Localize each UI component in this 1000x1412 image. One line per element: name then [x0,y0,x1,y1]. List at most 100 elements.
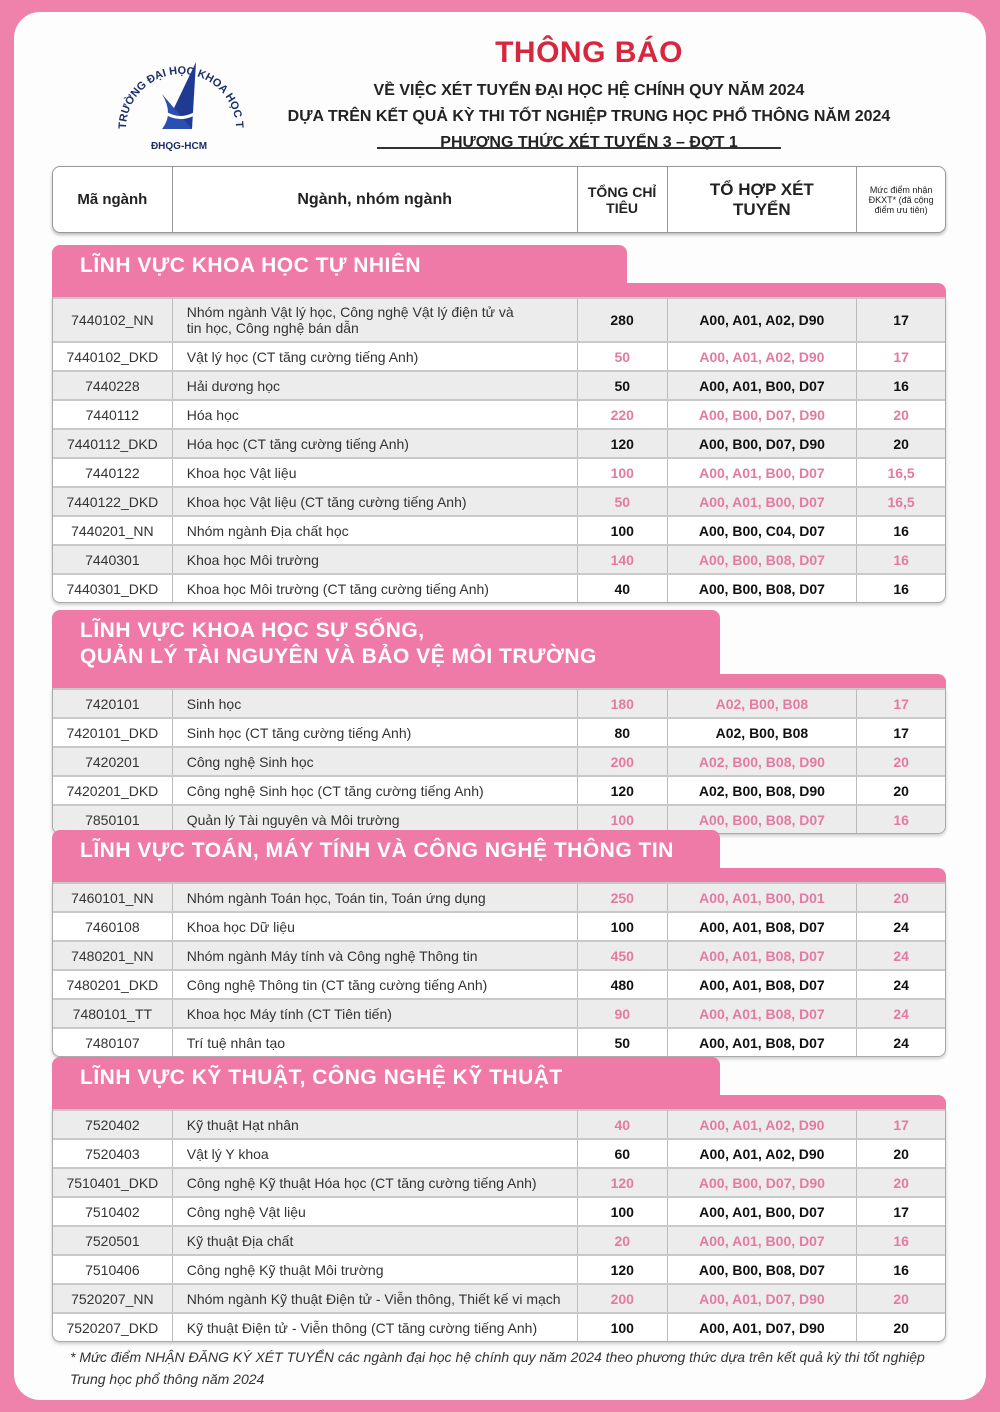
major-name: Nhóm ngành Địa chất học [173,517,578,544]
table-row: 7850101 Quản lý Tài nguyên và Môi trường… [53,804,945,833]
major-code: 7510406 [53,1256,173,1283]
section-title-text: LĨNH VỰC TOÁN, MÁY TÍNH VÀ CÔNG NGHỆ THÔ… [80,839,674,862]
subject-combo: A00, A01, A02, D90 [668,1140,858,1167]
min-score: 17 [893,312,909,328]
min-score: 17 [893,695,909,712]
section-title-text: LĨNH VỰC KHOA HỌC SỰ SỐNG, [80,619,425,642]
min-score: 24 [893,1005,909,1022]
section-title: LĨNH VỰC KHOA HỌC SỰ SỐNG, QUẢN LÝ TÀI NG… [52,610,720,674]
table-row: 7510401_DKD Công nghệ Kỹ thuật Hóa học (… [53,1167,945,1196]
subject-combo: A00, A01, A02, D90 [668,1111,858,1138]
title-divider [377,147,781,149]
section-table: 7440102_NN Nhóm ngành Vật lý học, Công n… [52,297,946,603]
major-code: 7420201_DKD [53,777,173,804]
major-name: Sinh học (CT tăng cường tiếng Anh) [173,719,578,746]
major-name: Công nghệ Sinh học [173,748,578,775]
major-code: 7510402 [53,1198,173,1225]
major-name: Công nghệ Kỹ thuật Hóa học (CT tăng cườn… [173,1169,578,1196]
min-score: 17 [893,1116,909,1133]
subject-combo: A00, B00, B08, D07 [668,575,858,602]
min-score: 20 [893,782,909,799]
min-score: 17 [893,1203,909,1220]
major-name: Công nghệ Thông tin (CT tăng cường tiếng… [173,971,578,998]
table-row: 7420101 Sinh học 180 A02, B00, B08 17 [53,688,945,717]
subject-combo: A00, A01, B08, D07 [668,971,858,998]
major-name: Khoa học Môi trường [173,546,578,573]
table-row: 7440122_DKD Khoa học Vật liệu (CT tăng c… [53,486,945,515]
major-code: 7440122 [53,459,173,486]
section-header: LĨNH VỰC TOÁN, MÁY TÍNH VÀ CÔNG NGHỆ THÔ… [52,830,946,882]
subject-combo: A00, A01, D07, D90 [668,1314,858,1341]
major-code: 7480107 [53,1029,173,1056]
min-score: 20 [893,1174,909,1191]
table-row: 7420201_DKD Công nghệ Sinh học (CT tăng … [53,775,945,804]
subject-combo: A00, A01, B00, D07 [668,459,858,486]
major-name: Kỹ thuật Điện tử - Viễn thông (CT tăng c… [173,1314,578,1341]
table-row: 7440301 Khoa học Môi trường 140 A00, B00… [53,544,945,573]
min-score: 20 [893,1290,909,1307]
table-row: 7440201_NN Nhóm ngành Địa chất học 100 A… [53,515,945,544]
quota: 120 [578,1169,668,1196]
major-name: Khoa học Máy tính (CT Tiên tiến) [173,1000,578,1027]
subject-combo: A02, B00, B08, D90 [668,777,858,804]
quota: 120 [578,430,668,457]
major-name: Vật lý Y khoa [173,1140,578,1167]
table-row: 7460108 Khoa học Dữ liệu 100 A00, A01, B… [53,911,945,940]
quota: 250 [578,884,668,911]
section-strip [52,283,946,297]
major-name: Kỹ thuật Địa chất [173,1227,578,1254]
min-score: 16 [893,1232,909,1249]
section: LĨNH VỰC KHOA HỌC TỰ NHIÊN 7440102_NN Nh… [52,245,946,603]
major-name: Quản lý Tài nguyên và Môi trường [173,806,578,833]
min-score: 16 [893,377,909,394]
min-score: 24 [893,976,909,993]
min-score: 16,5 [887,493,915,510]
quota: 100 [578,459,668,486]
min-score: 16 [893,522,909,539]
table-row: 7480201_DKD Công nghệ Thông tin (CT tăng… [53,969,945,998]
section-header: LĨNH VỰC KỸ THUẬT, CÔNG NGHỆ KỸ THUẬT [52,1057,946,1109]
major-code: 7460101_NN [53,884,173,911]
table-row: 7440102_NN Nhóm ngành Vật lý học, Công n… [53,297,945,341]
min-score: 16 [893,1261,909,1278]
major-code: 7460108 [53,913,173,940]
min-score: 16 [893,580,909,597]
quota: 100 [578,806,668,833]
major-code: 7440102_NN [53,299,173,341]
major-code: 7480101_TT [53,1000,173,1027]
major-code: 7520207_DKD [53,1314,173,1341]
major-code: 7520207_NN [53,1285,173,1312]
major-code: 7510401_DKD [53,1169,173,1196]
major-name: Trí tuệ nhân tạo [173,1029,578,1056]
min-score: 24 [893,947,909,964]
quota: 200 [578,1285,668,1312]
subject-combo: A00, B00, C04, D07 [668,517,858,544]
subject-combo: A00, A01, B08, D07 [668,1000,858,1027]
min-score: 17 [893,724,909,741]
major-name: Công nghệ Vật liệu [173,1198,578,1225]
subtitle-line-1: VỀ VIỆC XÉT TUYỂN ĐẠI HỌC HỆ CHÍNH QUY N… [373,82,805,99]
section-table: 7460101_NN Nhóm ngành Toán học, Toán tin… [52,882,946,1057]
table-row: 7480201_NN Nhóm ngành Máy tính và Công n… [53,940,945,969]
major-name: Nhóm ngành Vật lý học, Công nghệ Vật lý … [186,304,514,336]
subject-combo: A02, B00, B08 [668,719,858,746]
quota: 50 [578,343,668,370]
subject-combo: A00, A01, A02, D90 [668,343,858,370]
major-code: 7420201 [53,748,173,775]
header: THÔNG BÁO VỀ VIỆC XÉT TUYỂN ĐẠI HỌC HỆ C… [264,36,914,156]
major-name: Nhóm ngành Kỹ thuật Điện tử - Viễn thông… [173,1285,578,1312]
quota: 50 [578,488,668,515]
min-score: 20 [893,1145,909,1162]
table-header: Mã ngành Ngành, nhóm ngành TỔNG CHỈ TIÊU… [52,166,946,233]
quota: 180 [578,690,668,717]
subject-combo: A00, A01, B00, D07 [668,1227,858,1254]
table-row: 7520403 Vật lý Y khoa 60 A00, A01, A02, … [53,1138,945,1167]
page-title: THÔNG BÁO [495,36,683,69]
major-code: 7520501 [53,1227,173,1254]
major-name: Hóa học (CT tăng cường tiếng Anh) [173,430,578,457]
subject-combo: A00, A01, B00, D07 [668,1198,858,1225]
table-row: 7440228 Hải dương học 50 A00, A01, B00, … [53,370,945,399]
major-code: 7440112 [53,401,173,428]
section-strip [52,674,946,688]
subject-combo: A00, A01, B08, D07 [668,942,858,969]
